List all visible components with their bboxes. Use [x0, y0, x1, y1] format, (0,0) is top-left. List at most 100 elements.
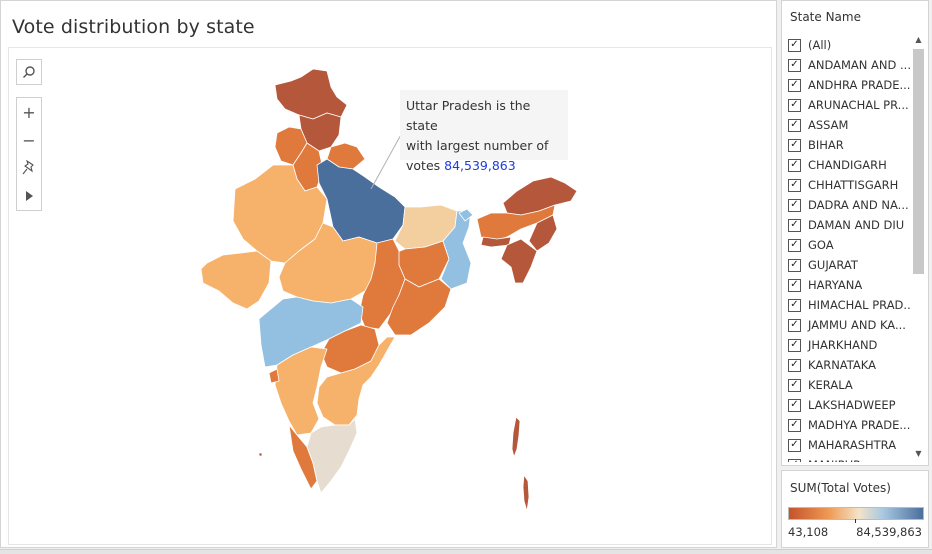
filter-item-label: DAMAN AND DIU: [808, 218, 905, 232]
checkbox[interactable]: ✓: [788, 238, 801, 252]
checkbox[interactable]: ✓: [788, 318, 801, 332]
state-gujarat[interactable]: [200, 250, 272, 310]
checkbox[interactable]: ✓: [788, 438, 801, 452]
filter-item-label: GOA: [808, 238, 834, 252]
filter-item[interactable]: ✓ ANDAMAN AND ...: [788, 55, 912, 75]
checkbox[interactable]: ✓: [788, 178, 801, 192]
filter-item[interactable]: ✓ KERALA: [788, 375, 912, 395]
checkbox[interactable]: ✓: [788, 398, 801, 412]
scroll-thumb[interactable]: [913, 49, 924, 274]
filter-item-label: ASSAM: [808, 118, 849, 132]
checkbox[interactable]: ✓: [788, 78, 801, 92]
state-andaman-and-nicobar[interactable]: [511, 416, 521, 458]
filter-item-label: HIMACHAL PRAD...: [808, 298, 912, 312]
zoom-in-button[interactable]: +: [22, 102, 36, 122]
expand-toolbar-button[interactable]: [17, 182, 41, 210]
filter-item-label: (All): [808, 38, 832, 52]
state-west-bengal[interactable]: [440, 210, 472, 290]
scroll-up-arrow-icon[interactable]: ▲: [915, 35, 922, 44]
filter-item-label: ANDHRA PRADE...: [808, 78, 911, 92]
filter-item-label: MADHYA PRADE...: [808, 418, 911, 432]
filter-item-label: MAHARASHTRA: [808, 438, 897, 452]
map-worksheet: Vote distribution by state: [0, 0, 777, 548]
state-goa[interactable]: [268, 368, 280, 384]
filter-item[interactable]: ✓ ARUNACHAL PR...: [788, 95, 912, 115]
filter-item-label: JAMMU AND KA...: [808, 318, 906, 332]
checkbox[interactable]: ✓: [788, 118, 801, 132]
filter-item-label: GUJARAT: [808, 258, 858, 272]
legend-title: SUM(Total Votes): [790, 481, 891, 495]
checkbox[interactable]: ✓: [788, 418, 801, 432]
checkbox[interactable]: ✓: [788, 98, 801, 112]
state-arunachal-pradesh[interactable]: [502, 176, 578, 216]
state-lakshadweep[interactable]: [258, 452, 263, 457]
state-andhra-pradesh[interactable]: [316, 336, 396, 426]
filter-item-label: HARYANA: [808, 278, 863, 292]
filter-item[interactable]: ✓ KARNATAKA: [788, 355, 912, 375]
state-odisha[interactable]: [386, 278, 452, 336]
map-zoom-controls: + −: [16, 97, 42, 211]
india-map: [200, 68, 578, 512]
filter-item[interactable]: ✓ HIMACHAL PRAD...: [788, 295, 912, 315]
state-karnataka[interactable]: [274, 346, 328, 436]
filter-item[interactable]: ✓ JHARKHAND: [788, 335, 912, 355]
filter-item-label: KARNATAKA: [808, 358, 876, 372]
checkbox[interactable]: ✓: [788, 158, 801, 172]
legend-midpoint-tick: [855, 519, 856, 523]
filter-list: ✓ (All) ✓ ANDAMAN AND ... ✓ ANDHRA PRADE... ✓ A…: [788, 35, 912, 462]
filter-item[interactable]: ✓ MAHARASHTRA: [788, 435, 912, 455]
filter-item[interactable]: ✓ HARYANA: [788, 275, 912, 295]
callout-leader-line: [370, 130, 404, 190]
filter-item-label: MANIPUR: [808, 458, 861, 462]
state-tamil-nadu[interactable]: [306, 418, 358, 494]
callout-line-1: Uttar Pradesh is the state: [406, 98, 531, 133]
checkbox[interactable]: ✓: [788, 38, 801, 52]
filter-item[interactable]: ✓ GUJARAT: [788, 255, 912, 275]
page-title: Vote distribution by state: [12, 16, 255, 38]
filter-item-label: JHARKHAND: [808, 338, 878, 352]
state-andaman-and-nicobar-south[interactable]: [522, 474, 530, 512]
state-maharashtra[interactable]: [258, 296, 364, 368]
checkbox[interactable]: ✓: [788, 218, 801, 232]
filter-item[interactable]: ✓ MADHYA PRADE...: [788, 415, 912, 435]
checkbox[interactable]: ✓: [788, 198, 801, 212]
filter-item[interactable]: ✓ ANDHRA PRADE...: [788, 75, 912, 95]
checkbox[interactable]: ✓: [788, 358, 801, 372]
state-mizoram-tripura[interactable]: [500, 238, 538, 284]
state-sikkim[interactable]: [458, 208, 474, 222]
filter-item[interactable]: ✓ MANIPUR: [788, 455, 912, 462]
filter-item-label: DADRA AND NA...: [808, 198, 909, 212]
state-nagaland-manipur[interactable]: [528, 214, 558, 252]
filter-item[interactable]: ✓ CHANDIGARH: [788, 155, 912, 175]
filter-item-label: CHANDIGARH: [808, 158, 887, 172]
checkbox[interactable]: ✓: [788, 278, 801, 292]
filter-item[interactable]: ✓ DADRA AND NA...: [788, 195, 912, 215]
callout-value: 84,539,863: [444, 158, 516, 173]
filter-item[interactable]: ✓ DAMAN AND DIU: [788, 215, 912, 235]
filter-item[interactable]: ✓ JAMMU AND KA...: [788, 315, 912, 335]
filter-item-label: BIHAR: [808, 138, 844, 152]
filter-item[interactable]: ✓ BIHAR: [788, 135, 912, 155]
callout-line-2: with largest number of: [406, 138, 549, 153]
filter-scrollbar[interactable]: ▲ ▼: [912, 35, 925, 463]
filter-item[interactable]: ✓ (All): [788, 35, 912, 55]
checkbox[interactable]: ✓: [788, 258, 801, 272]
filter-item[interactable]: ✓ LAKSHADWEEP: [788, 395, 912, 415]
pin-map-button[interactable]: [17, 154, 41, 182]
annotation-callout: Uttar Pradesh is the state with largest …: [400, 90, 568, 173]
map-search-button[interactable]: [16, 59, 42, 85]
callout-prefix: votes: [406, 158, 445, 173]
filter-item[interactable]: ✓ GOA: [788, 235, 912, 255]
scroll-down-arrow-icon[interactable]: ▼: [915, 449, 922, 458]
state-jammu-and-kashmir[interactable]: [274, 68, 348, 120]
checkbox[interactable]: ✓: [788, 138, 801, 152]
callout-line-3: votes 84,539,863: [406, 156, 562, 176]
checkbox[interactable]: ✓: [788, 458, 801, 462]
checkbox[interactable]: ✓: [788, 378, 801, 392]
checkbox[interactable]: ✓: [788, 58, 801, 72]
checkbox[interactable]: ✓: [788, 338, 801, 352]
zoom-out-button[interactable]: −: [22, 130, 36, 150]
filter-item[interactable]: ✓ CHHATTISGARH: [788, 175, 912, 195]
checkbox[interactable]: ✓: [788, 298, 801, 312]
filter-item[interactable]: ✓ ASSAM: [788, 115, 912, 135]
